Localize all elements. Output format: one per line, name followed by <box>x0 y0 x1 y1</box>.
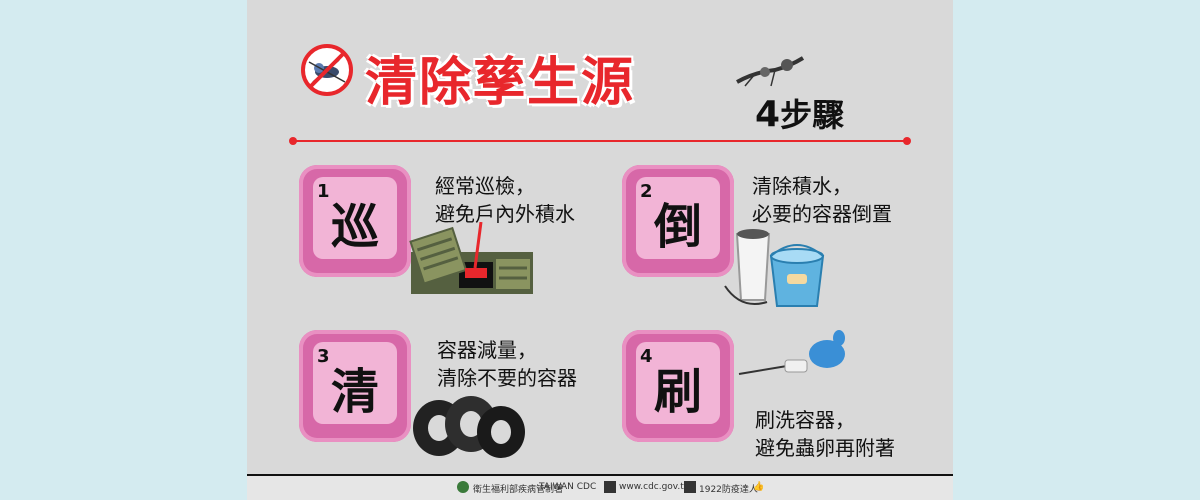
qr-code-icon <box>604 481 616 493</box>
footer-website[interactable]: www.cdc.gov.tw <box>619 482 692 492</box>
thumbs-up-icon: 👍 <box>753 482 765 492</box>
footer-hotline: 1922防疫達人 <box>699 485 758 495</box>
step-1-char: 巡 <box>330 199 379 255</box>
step-1-number: 1 <box>317 181 330 202</box>
page-title: 清除孳生源 <box>365 53 636 113</box>
title-row: 清除孳生源 4步驟 <box>247 30 953 140</box>
step-3-number: 3 <box>317 346 330 367</box>
step-3-desc: 容器減量， 清除不要的容器 <box>437 336 577 392</box>
subtitle-number: 4 <box>755 94 781 135</box>
title-divider <box>289 137 911 145</box>
step-4-line2: 避免蟲卵再附著 <box>755 436 895 460</box>
scrub-brush-icon <box>738 330 845 375</box>
footer: 衛生福利部疾病管制署 TAIWAN CDC www.cdc.gov.tw 192… <box>247 474 953 500</box>
step-3-line2: 清除不要的容器 <box>437 366 577 390</box>
step-4-number: 4 <box>640 346 653 367</box>
subtitle-text: 步驟 <box>780 96 845 134</box>
step-1-desc: 經常巡檢， 避免戶內外積水 <box>435 172 575 228</box>
step-1-line1: 經常巡檢， <box>435 174 535 198</box>
drain-grate-icon <box>409 222 533 294</box>
step-4-line1: 刷洗容器， <box>755 408 855 432</box>
step-2-char: 倒 <box>653 199 702 255</box>
subtitle: 4步驟 <box>755 90 844 136</box>
qr-code-icon <box>684 481 696 493</box>
no-mosquito-icon <box>301 44 353 96</box>
step-2-desc: 清除積水， 必要的容器倒置 <box>752 172 892 228</box>
step-4-desc: 刷洗容器， 避免蟲卵再附著 <box>755 406 895 462</box>
footer-org-en: TAIWAN CDC <box>539 482 597 492</box>
step-3-char: 清 <box>330 364 379 420</box>
step-3-line1: 容器減量， <box>437 338 537 362</box>
step-1-line2: 避免戶內外積水 <box>435 202 575 226</box>
step-2-line2: 必要的容器倒置 <box>752 202 892 226</box>
step-4-char: 刷 <box>653 364 702 420</box>
cdc-logo-icon <box>457 481 469 493</box>
mosquito-icon <box>736 56 805 87</box>
bucket-icon <box>724 229 825 307</box>
tires-icon <box>413 396 525 458</box>
step-2-number: 2 <box>640 181 653 202</box>
footer-org: 衛生福利部疾病管制署 <box>473 485 564 495</box>
step-2-line1: 清除積水， <box>752 174 852 198</box>
